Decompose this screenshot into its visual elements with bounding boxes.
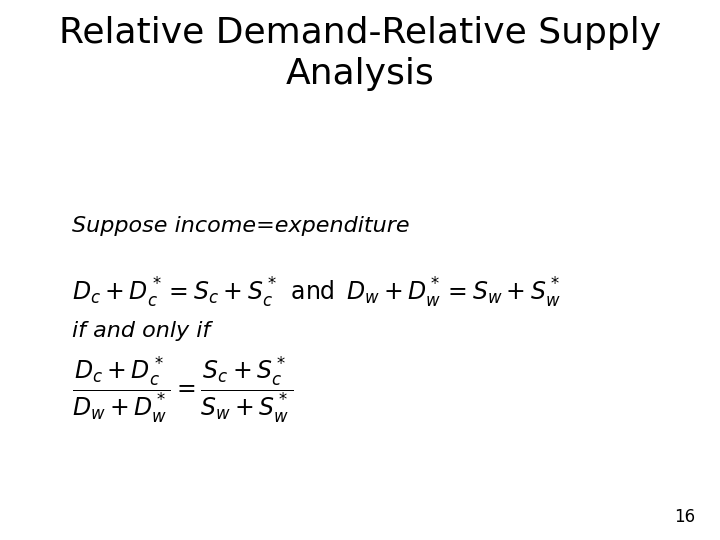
- Text: $\dfrac{D_c + D_c^*}{D_w + D_w^*} = \dfrac{S_c + S_c^*}{S_w + S_w^*}$: $\dfrac{D_c + D_c^*}{D_w + D_w^*} = \dfr…: [72, 354, 293, 424]
- Text: if and only if: if and only if: [72, 321, 210, 341]
- Text: $D_c + D_c^* = S_c + S_c^*\,$ and $\,D_w + D_w^* = S_w + S_w^*$: $D_c + D_c^* = S_c + S_c^*\,$ and $\,D_w…: [72, 275, 561, 309]
- Text: Suppose income=expenditure: Suppose income=expenditure: [72, 216, 410, 236]
- Text: Relative Demand-Relative Supply
Analysis: Relative Demand-Relative Supply Analysis: [59, 16, 661, 91]
- Text: 16: 16: [674, 509, 695, 526]
